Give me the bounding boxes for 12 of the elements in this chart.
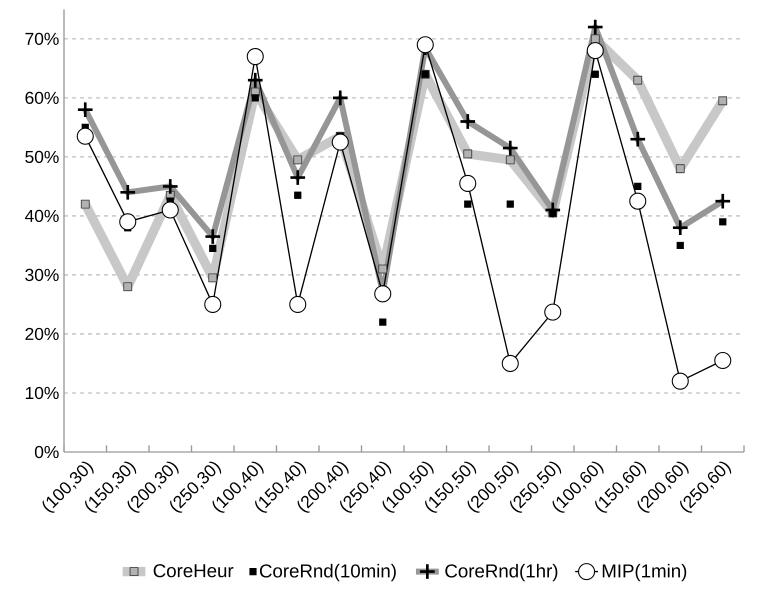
- y-tick-label: 40%: [25, 210, 59, 222]
- legend-label: CoreHeur: [154, 564, 234, 578]
- legend-label: MIP(1min): [602, 564, 686, 582]
- y-tick-label: 50%: [25, 150, 59, 164]
- y-tick-label: 0%: [34, 446, 59, 458]
- y-tick-label: 30%: [25, 268, 59, 282]
- y-tick-label: 20%: [25, 328, 59, 340]
- legend-label: CoreRnd(1hr): [445, 564, 558, 582]
- y-tick-label: 70%: [26, 32, 59, 45]
- y-tick-label: 10%: [26, 386, 59, 400]
- legend-label: CoreRnd(10min): [260, 564, 396, 582]
- y-tick-label: 60%: [25, 92, 59, 104]
